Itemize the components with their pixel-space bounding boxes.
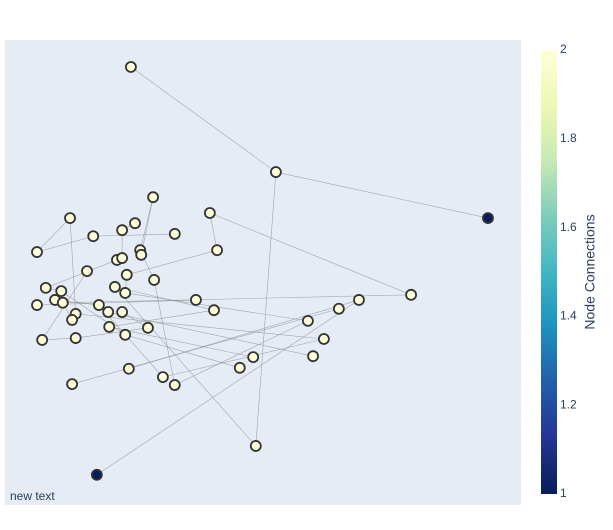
node <box>64 212 76 224</box>
edge <box>114 286 257 447</box>
node <box>135 248 148 261</box>
edge <box>275 171 489 219</box>
node <box>66 378 78 391</box>
annotation: new text <box>10 489 55 503</box>
node <box>66 314 78 326</box>
node <box>119 328 132 341</box>
edge <box>255 172 277 446</box>
edge <box>93 233 175 237</box>
node <box>301 314 314 327</box>
node <box>211 244 223 257</box>
node <box>116 252 129 264</box>
node <box>353 294 365 306</box>
node <box>55 285 68 298</box>
edge <box>209 212 218 251</box>
node <box>39 281 52 294</box>
node <box>116 306 129 318</box>
node <box>129 217 141 230</box>
node <box>31 246 43 258</box>
node <box>109 281 121 293</box>
node <box>208 304 220 317</box>
edge <box>209 212 412 296</box>
colorbar <box>541 50 557 494</box>
node <box>482 212 494 224</box>
edge <box>126 249 218 276</box>
node <box>203 207 216 219</box>
node <box>36 334 49 346</box>
edge <box>62 294 412 304</box>
node <box>116 224 129 237</box>
node <box>148 274 161 286</box>
edge <box>96 299 360 476</box>
edge <box>45 259 118 289</box>
edge <box>174 320 309 386</box>
edge <box>71 308 339 385</box>
edge <box>75 313 324 340</box>
edge <box>130 66 277 173</box>
node <box>81 265 93 278</box>
node <box>317 333 330 345</box>
node <box>247 351 260 364</box>
node <box>147 191 159 204</box>
edge <box>69 218 76 314</box>
colorbar-tick-label: 1.8 <box>560 131 577 145</box>
colorbar-tick-label: 1 <box>560 486 567 500</box>
colorbar-tick-label: 1.6 <box>560 220 577 234</box>
node <box>120 268 133 281</box>
node <box>269 166 282 178</box>
edge <box>36 235 94 253</box>
colorbar-title: Node Connections <box>582 214 598 329</box>
node <box>87 230 100 243</box>
node <box>405 288 417 301</box>
node <box>142 321 154 334</box>
edge <box>114 286 215 311</box>
edge <box>139 197 154 251</box>
edge <box>153 279 176 386</box>
node <box>102 306 115 318</box>
edge <box>109 326 254 358</box>
edge <box>162 338 324 378</box>
node <box>56 296 69 309</box>
colorbar-tick-label: 1.4 <box>560 309 577 323</box>
node <box>31 299 43 311</box>
node <box>168 379 181 391</box>
node <box>332 302 345 315</box>
edge <box>36 217 71 253</box>
node <box>69 332 82 344</box>
node <box>190 294 202 306</box>
node <box>233 361 246 374</box>
node <box>93 299 105 311</box>
edge <box>108 311 314 357</box>
colorbar-tick-label: 2 <box>560 42 567 56</box>
edge <box>125 334 240 369</box>
edge <box>109 309 215 328</box>
node <box>307 350 319 363</box>
node <box>168 228 181 240</box>
edge <box>75 327 148 339</box>
node <box>103 321 116 333</box>
node <box>125 61 137 73</box>
node <box>156 371 169 384</box>
node <box>119 287 132 299</box>
node <box>122 362 135 375</box>
node <box>249 440 262 452</box>
colorbar-tick-label: 1.2 <box>560 397 577 411</box>
node <box>90 468 103 481</box>
